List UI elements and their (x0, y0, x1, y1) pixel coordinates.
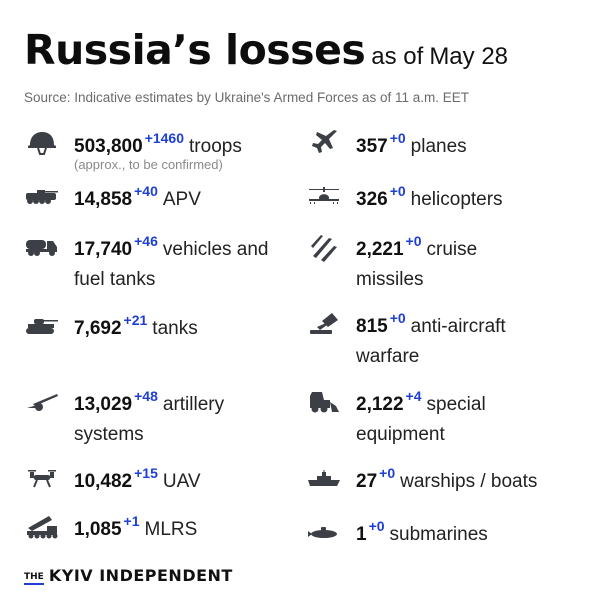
brand-the: THE (24, 572, 44, 585)
brand-name: KYIV INDEPENDENT (48, 566, 233, 585)
page-title: Russia’s losses as of May 28 (24, 26, 508, 74)
artillery-icon (24, 390, 60, 414)
stat-planes: 357 +0 planes (306, 130, 467, 162)
title-date: May 28 (429, 43, 509, 70)
missile-icon (306, 235, 342, 262)
stat-anti-aircraft: 815 +0 anti-aircraft warfare (306, 310, 506, 372)
stat-special-equipment: 2,122 +4 special equipment (306, 388, 486, 450)
stat-warships: 27 +0 warships / boats (306, 465, 537, 497)
troops-note: (approx., to be confirmed) (74, 157, 223, 172)
stat-apv: 14,858 +40 APV (24, 183, 201, 215)
anti-aircraft-icon (306, 312, 342, 336)
stat-troops: 503,800 +1460 troops (approx., to be confi… (24, 130, 242, 172)
submarine-icon (306, 520, 342, 544)
stat-cruise-missiles: 2,221 +0 cruise missiles (306, 233, 477, 295)
stat-vehicles: 17,740 +46 vehicles and fuel tanks (24, 233, 269, 295)
title-as-of: as of (371, 43, 424, 70)
mlrs-icon (24, 515, 60, 539)
stat-helicopters: 326 +0 helicopters (306, 183, 503, 215)
helmet-icon (24, 132, 60, 156)
warship-icon (306, 467, 342, 491)
fuel-truck-icon (24, 235, 60, 259)
drone-icon (24, 467, 60, 491)
stat-submarines: 1 +0 submarines (306, 518, 488, 550)
source-note: Source: Indicative estimates by Ukraine'… (24, 90, 470, 105)
loader-icon (306, 390, 342, 414)
jet-icon (306, 130, 342, 156)
stat-artillery: 13,029 +48 artillery systems (24, 388, 224, 450)
helicopter-icon (306, 185, 342, 209)
stat-tanks: 7,692 +21 tanks (24, 312, 198, 344)
apv-icon (24, 185, 60, 209)
title-main: Russia’s losses (24, 26, 366, 74)
stat-uav: 10,482 +15 UAV (24, 465, 201, 497)
tank-icon (24, 314, 60, 338)
stat-mlrs: 1,085 +1 MLRS (24, 513, 197, 545)
brand-logo: THE KYIV INDEPENDENT (24, 566, 233, 585)
